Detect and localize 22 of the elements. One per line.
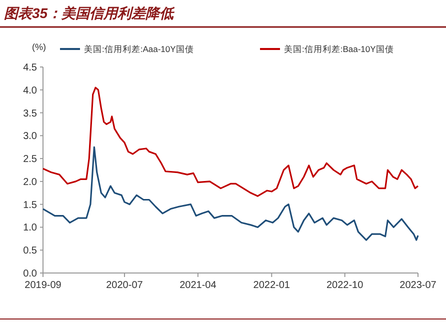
x-tick-label: 2020-07 <box>106 280 144 291</box>
y-tick-label: 2.5 <box>23 154 38 166</box>
x-tick-label: 2023-07 <box>400 280 437 291</box>
line-series <box>42 86 419 197</box>
x-tick-label: 2021-04 <box>180 280 217 291</box>
chart-title: 图表35：美国信用利差降低 <box>4 5 176 21</box>
legend-label: 美国:信用利差:Aaa-10Y国债 <box>84 44 194 54</box>
legend-label: 美国:信用利差:Baa-10Y国债 <box>284 44 394 54</box>
x-tick-label: 2019-09 <box>24 280 62 291</box>
y-tick-label: 1.0 <box>23 222 38 234</box>
y-tick-label: 0.0 <box>23 268 38 280</box>
y-tick-label: 0.5 <box>23 246 38 257</box>
y-tick-label: 3.5 <box>23 108 38 120</box>
y-tick-label: 3.0 <box>23 131 38 142</box>
y-tick-label: 4.0 <box>23 85 38 96</box>
line-series <box>42 146 419 241</box>
y-axis-title: (%) <box>32 42 46 52</box>
y-tick-label: 2.0 <box>23 176 38 188</box>
y-tick-label: 4.5 <box>23 62 38 74</box>
y-tick-label: 1.5 <box>23 200 38 211</box>
x-tick-label: 2022-01 <box>253 280 290 291</box>
x-tick-label: 2022-10 <box>326 280 364 291</box>
